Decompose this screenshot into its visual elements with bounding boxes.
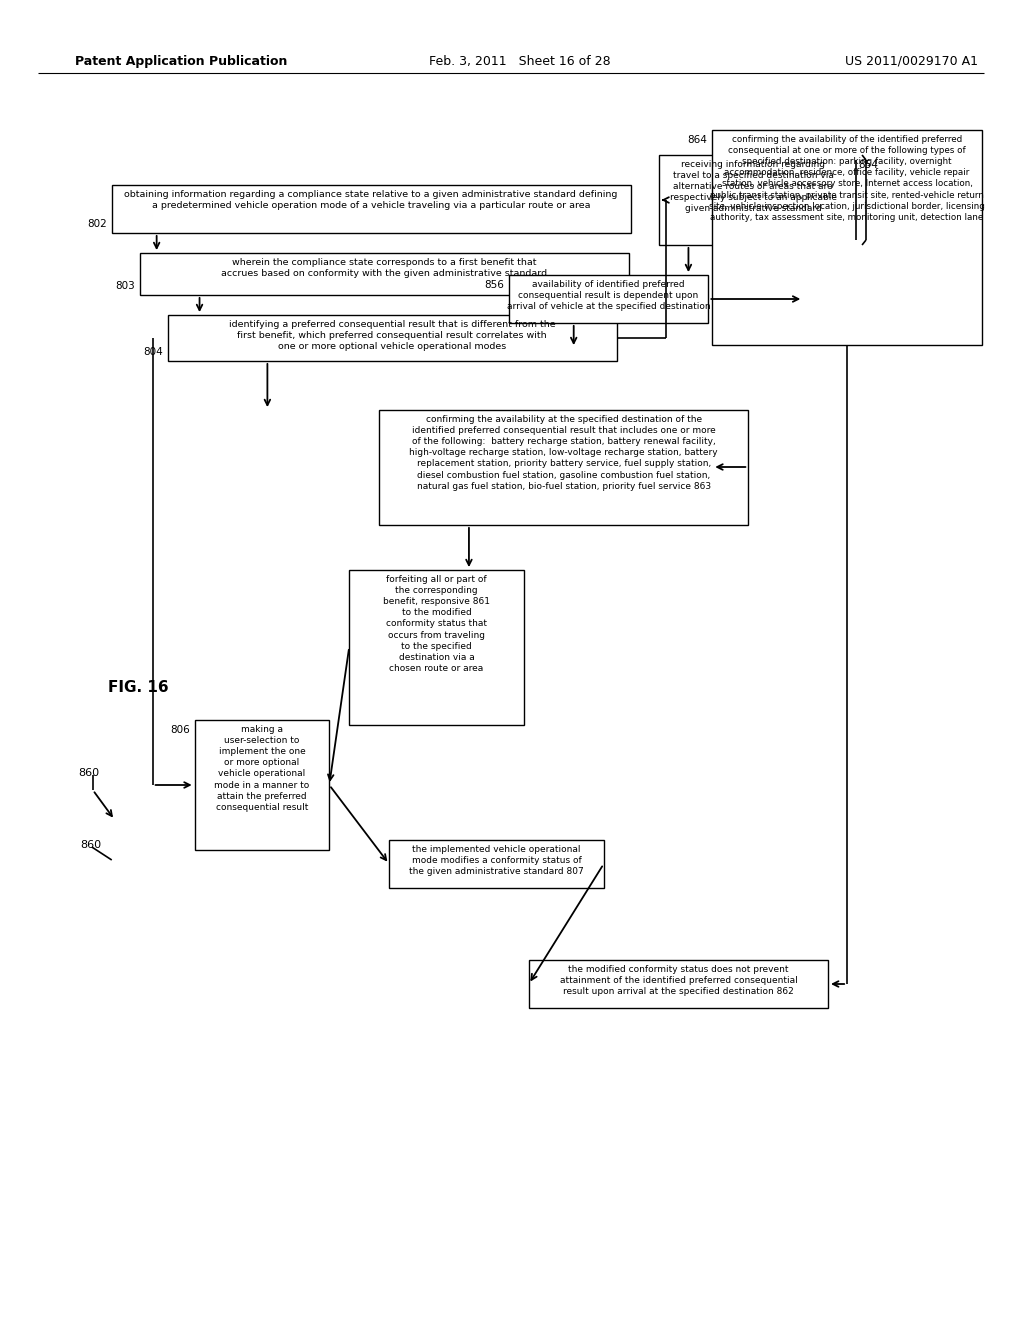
Bar: [195, 719, 330, 850]
Bar: [349, 570, 524, 725]
Text: forfeiting all or part of
the corresponding
benefit, responsive 861
to the modif: forfeiting all or part of the correspond…: [383, 576, 490, 673]
Text: the modified conformity status does not prevent
attainment of the identified pre: the modified conformity status does not …: [559, 965, 798, 997]
Text: wherein the compliance state corresponds to a first benefit that
accrues based o: wherein the compliance state corresponds…: [221, 257, 547, 279]
Text: the implemented vehicle operational
mode modifies a conformity status of
the giv: the implemented vehicle operational mode…: [409, 845, 584, 876]
Text: making a
user-selection to
implement the one
or more optional
vehicle operationa: making a user-selection to implement the…: [214, 725, 309, 812]
Text: 860: 860: [78, 768, 99, 777]
Text: 860: 860: [80, 840, 101, 850]
Text: 804: 804: [143, 347, 163, 356]
Bar: [713, 129, 982, 345]
Text: Feb. 3, 2011   Sheet 16 of 28: Feb. 3, 2011 Sheet 16 of 28: [429, 55, 610, 69]
Text: 856: 856: [484, 280, 504, 290]
Bar: [389, 840, 603, 888]
Text: FIG. 16: FIG. 16: [108, 680, 168, 696]
Bar: [112, 185, 631, 234]
Text: 806: 806: [170, 725, 189, 735]
Text: identifying a preferred consequential result that is different from the
first be: identifying a preferred consequential re…: [228, 319, 555, 351]
Text: confirming the availability of the identified preferred
consequential at one or : confirming the availability of the ident…: [710, 135, 985, 222]
Bar: [658, 154, 848, 246]
Text: confirming the availability at the specified destination of the
identified prefe: confirming the availability at the speci…: [410, 414, 718, 491]
Text: 864: 864: [687, 135, 708, 145]
Text: US 2011/0029170 A1: US 2011/0029170 A1: [845, 55, 978, 69]
Bar: [509, 275, 709, 323]
Text: 802: 802: [87, 219, 106, 228]
Bar: [168, 315, 616, 360]
Text: 854: 854: [858, 160, 878, 170]
Text: receiving information regarding
travel to a specified destination via
alternativ: receiving information regarding travel t…: [670, 160, 837, 214]
Text: Patent Application Publication: Patent Application Publication: [75, 55, 287, 69]
Bar: [528, 960, 828, 1008]
Text: obtaining information regarding a compliance state relative to a given administr: obtaining information regarding a compli…: [125, 190, 617, 210]
Text: 803: 803: [115, 281, 135, 290]
Bar: [139, 253, 629, 294]
Text: availability of identified preferred
consequential result is dependent upon
arri: availability of identified preferred con…: [507, 280, 711, 312]
Bar: [379, 411, 749, 525]
